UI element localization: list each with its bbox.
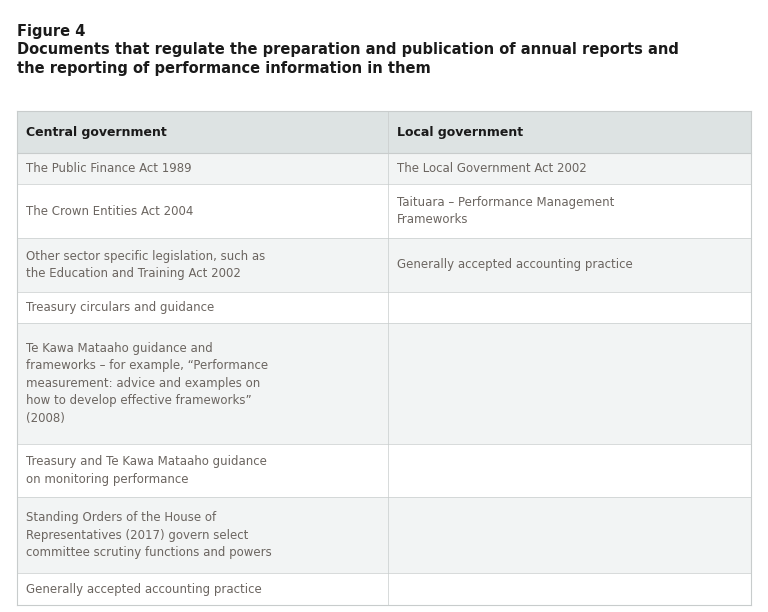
Text: The Public Finance Act 1989: The Public Finance Act 1989	[26, 162, 192, 175]
Text: Figure 4: Figure 4	[17, 24, 85, 40]
Text: Treasury circulars and guidance: Treasury circulars and guidance	[26, 300, 214, 314]
Text: The Local Government Act 2002: The Local Government Act 2002	[397, 162, 587, 175]
Text: Taituara – Performance Management
Frameworks: Taituara – Performance Management Framew…	[397, 196, 614, 226]
Text: Documents that regulate the preparation and publication of annual reports and: Documents that regulate the preparation …	[17, 42, 679, 57]
Text: the reporting of performance information in them: the reporting of performance information…	[17, 61, 431, 76]
Text: Other sector specific legislation, such as
the Education and Training Act 2002: Other sector specific legislation, such …	[26, 250, 266, 280]
Text: Treasury and Te Kawa Mataaho guidance
on monitoring performance: Treasury and Te Kawa Mataaho guidance on…	[26, 455, 267, 486]
Text: Generally accepted accounting practice: Generally accepted accounting practice	[397, 258, 633, 271]
Text: The Crown Entities Act 2004: The Crown Entities Act 2004	[26, 204, 194, 218]
Text: Standing Orders of the House of
Representatives (2017) govern select
committee s: Standing Orders of the House of Represen…	[26, 512, 272, 559]
Text: Local government: Local government	[397, 125, 523, 139]
Text: Central government: Central government	[26, 125, 167, 139]
Text: Generally accepted accounting practice: Generally accepted accounting practice	[26, 583, 262, 595]
Text: Te Kawa Mataaho guidance and
frameworks – for example, “Performance
measurement:: Te Kawa Mataaho guidance and frameworks …	[26, 341, 268, 425]
